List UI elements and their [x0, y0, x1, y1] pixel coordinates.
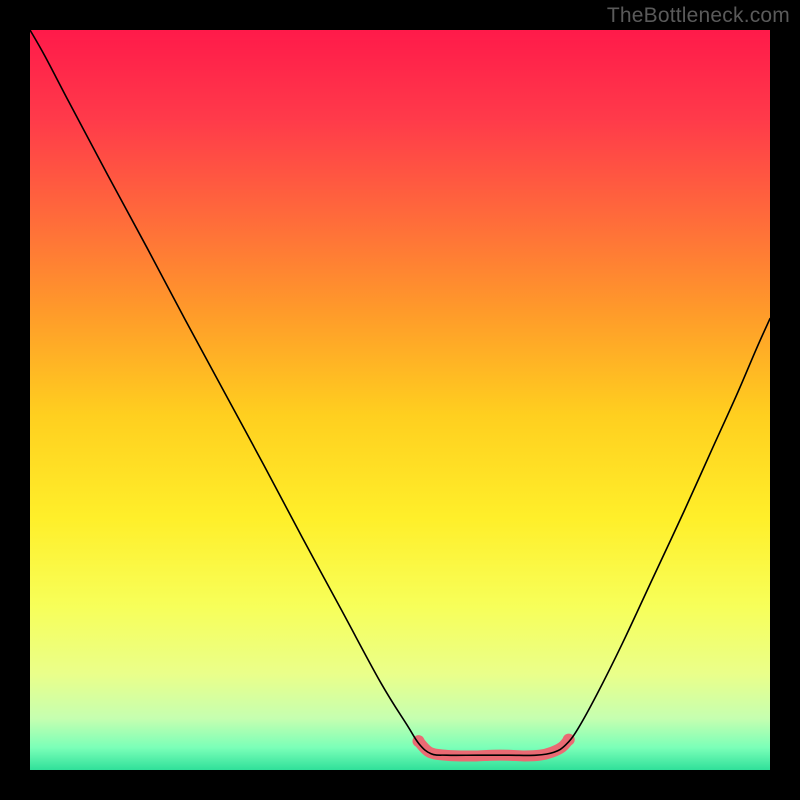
plot-area [30, 30, 770, 770]
bottleneck-chart [30, 30, 770, 770]
outer-frame: TheBottleneck.com [0, 0, 800, 800]
gradient-background [30, 30, 770, 770]
watermark-label: TheBottleneck.com [607, 4, 790, 28]
